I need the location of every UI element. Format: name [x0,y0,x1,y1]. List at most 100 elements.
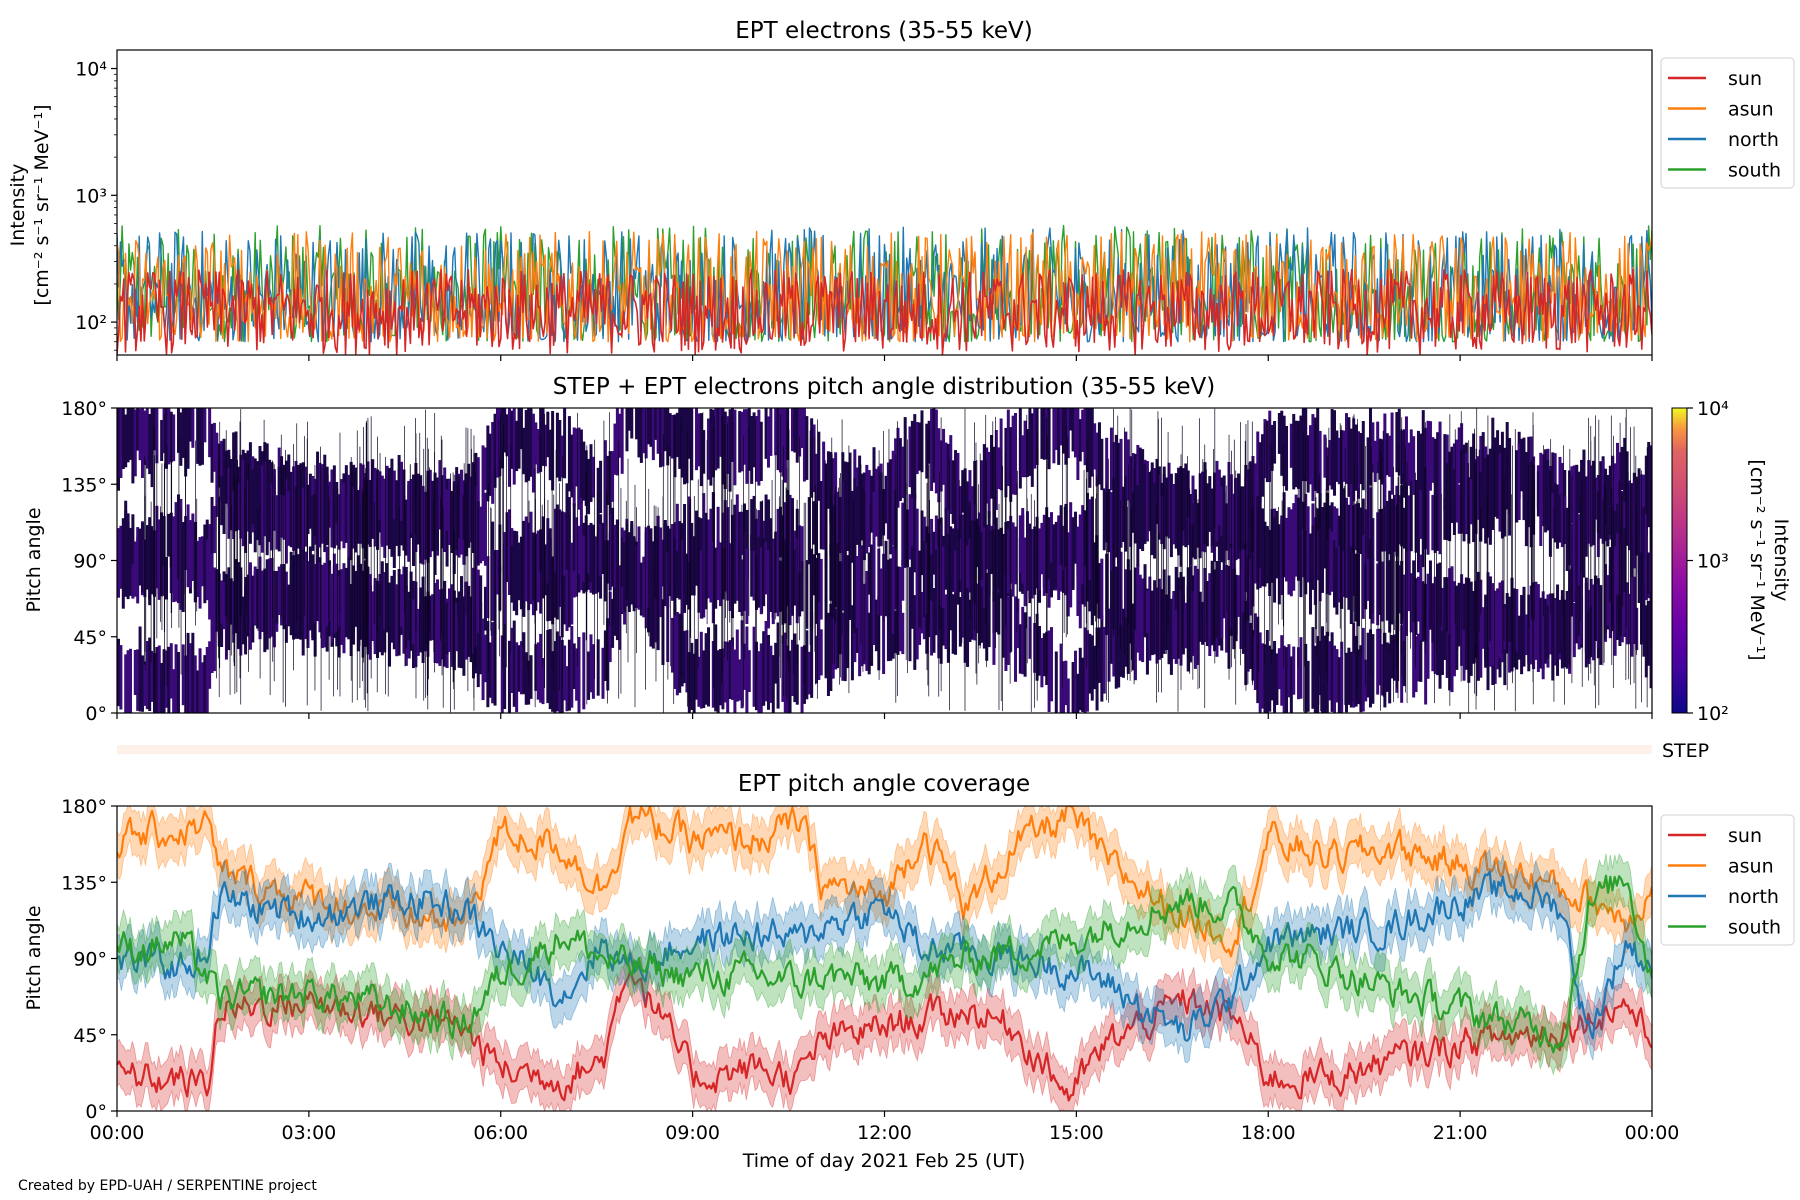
heatmap-cell [1452,469,1456,535]
heatmap-cell [1217,496,1221,561]
heatmap-cell [1347,647,1351,705]
heatmap-cell [270,483,274,551]
heatmap-cell [1117,480,1121,565]
x-tick-label: 18:00 [1241,1122,1296,1144]
heatmap-cell [757,409,761,486]
heatmap-cell [1565,507,1569,571]
heatmap-cell [565,545,569,631]
heatmap-cell [1114,490,1118,558]
heatmap-cell [1508,625,1512,673]
heatmap-cell [942,601,946,646]
heatmap-cell [1354,424,1358,491]
heatmap-cell [1333,540,1337,608]
heatmap-cell [994,529,998,574]
heatmap-cell [1340,549,1344,609]
heatmap-cell [1059,505,1063,565]
heatmap-cell [1093,645,1097,690]
heatmap-cell [332,553,336,634]
heatmap-cell [961,582,965,638]
heatmap-cell [944,594,948,650]
heatmap-cell [1273,421,1277,464]
heatmap-cell [886,605,890,662]
heatmap-cell [488,433,492,496]
heatmap-cell [1181,594,1185,655]
heatmap-cell [246,580,250,635]
heatmap-cell [459,469,463,555]
heatmap-cell [1124,616,1128,667]
heatmap-cell [565,666,569,712]
heatmap-cell [570,626,574,708]
x-tick-label: 06:00 [473,1122,528,1144]
heatmap-cell [1335,430,1339,482]
heatmap-cell [133,650,137,695]
heatmap-cell [747,650,751,692]
coverage-y-ticks: 0°45°90°135°180° [61,796,117,1123]
heatmap-cell [889,558,893,615]
heatmap-cell [136,527,140,577]
heatmap-cell [203,536,207,604]
heatmap-cell [795,408,799,463]
heatmap-cell [1340,641,1344,713]
heatmap-cell [1129,570,1133,644]
heatmap-cell [1263,644,1267,713]
heatmap-cell [380,561,384,633]
heatmap-cell [944,535,948,582]
heatmap-cell [1443,577,1447,652]
heatmap-cell [1114,616,1118,689]
heatmap-cell [1088,499,1092,581]
heatmap-cell [1517,615,1521,660]
heatmap-cell [1316,636,1320,713]
heatmap-cell [1644,513,1648,586]
heatmap-cell [1220,570,1224,638]
heatmap-cell [392,470,396,520]
heatmap-cell [512,620,516,707]
heatmap-cell [385,563,389,633]
heatmap-cell [392,482,396,568]
heatmap-cell [1129,488,1133,547]
heatmap-cell [987,524,991,599]
heatmap-cell [289,471,293,548]
heatmap-cell [1076,673,1080,713]
heatmap-cell [1623,571,1627,637]
heatmap-cell [188,408,192,442]
heatmap-cell [467,495,471,542]
heatmap-cell [1155,477,1159,525]
heatmap-cell [1606,475,1610,547]
heatmap-cell [119,533,123,583]
heatmap-cell [980,582,984,643]
heatmap-cell [551,651,555,712]
heatmap-cell [450,511,454,553]
heatmap-cell [745,548,749,624]
heatmap-cell [536,530,540,579]
heatmap-cell [831,533,835,619]
heatmap-cell [215,432,219,517]
heatmap-cell [898,438,902,501]
heatmap-cell [637,526,641,610]
heatmap-cell [896,566,900,619]
heatmap-cell [723,411,727,489]
heatmap-cell [1256,616,1260,704]
heatmap-cell [855,556,859,629]
heatmap-cell [1520,595,1524,675]
heatmap-cell [1349,651,1353,708]
heatmap-cell [901,559,905,601]
heatmap-cell [1294,420,1298,488]
credit-text: Created by EPD-UAH / SERPENTINE project [18,1178,317,1194]
heatmap-cell [771,655,775,713]
heatmap-cell [296,474,300,549]
heatmap-cell [685,553,689,605]
heatmap-cell [961,547,965,601]
heatmap-cell [606,455,610,505]
heatmap-cell [759,501,763,558]
heatmap-cell [1251,629,1255,681]
heatmap-cell [1642,474,1646,516]
heatmap-cell [1040,522,1044,574]
heatmap-cell [1484,594,1488,660]
heatmap-cell [978,525,982,606]
heatmap-cell [1030,413,1034,487]
coverage-line-sun [117,970,1652,1102]
heatmap-cell [1419,554,1423,641]
heatmap-cell [1282,521,1286,578]
heatmap-cell [498,408,502,477]
heatmap-cell [1582,449,1586,537]
